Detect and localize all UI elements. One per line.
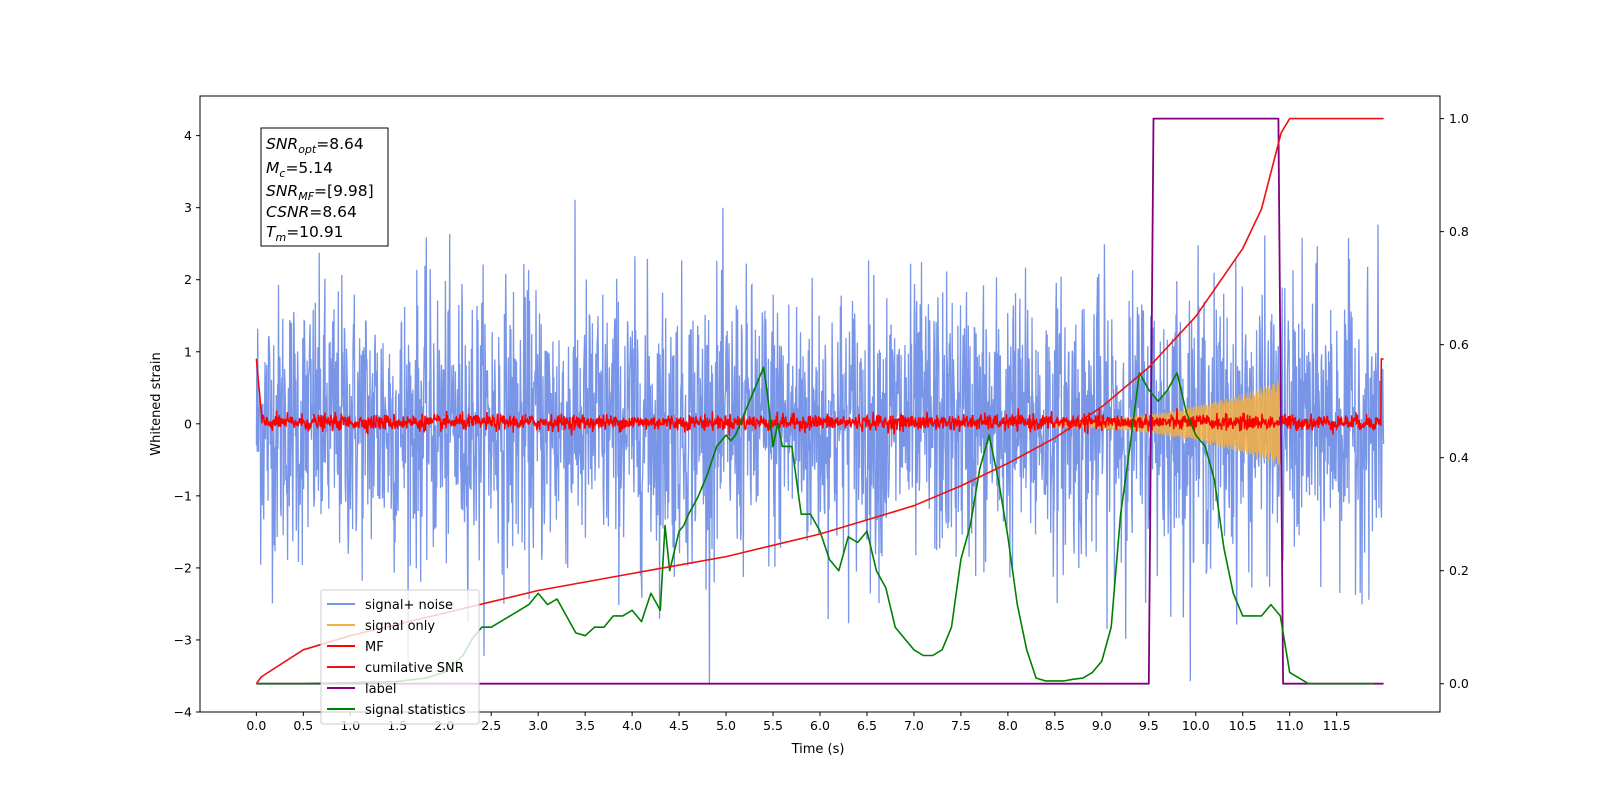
legend-box	[320, 589, 480, 725]
y-tick-label: 2	[184, 272, 192, 287]
legend: signal+ noise signal only MF cumilative …	[320, 589, 480, 725]
legend-label-signal: signal only	[365, 619, 435, 634]
x-tick-label: 8.5	[1045, 718, 1065, 733]
y-axis-label: Whitened strain	[149, 352, 164, 455]
y2-tick-label: 1.0	[1449, 111, 1469, 126]
x-tick-label: 11.5	[1323, 718, 1351, 733]
annotation-mc: Mc=5.14	[266, 159, 333, 180]
y-tick-label: −3	[174, 632, 192, 647]
annotation-csnr: CSNR=8.64	[266, 203, 357, 221]
y-tick-label: 1	[184, 344, 192, 359]
y2-tick-label: 0.4	[1449, 450, 1469, 465]
annotation-snr-mf: SNRMF=[9.98]	[266, 182, 374, 203]
x-tick-label: 0.5	[293, 718, 313, 733]
y-axis-right: 1.0 0.8 0.6 0.4 0.2 0.0	[1440, 111, 1469, 691]
x-tick-label: 11.0	[1276, 718, 1304, 733]
y2-tick-label: 0.6	[1449, 337, 1469, 352]
y2-tick-label: 0.2	[1449, 563, 1469, 578]
y-tick-label: −2	[174, 560, 192, 575]
x-tick-label: 10.0	[1182, 718, 1210, 733]
y-tick-label: 3	[184, 200, 192, 215]
series-label	[256, 117, 1384, 685]
x-tick-label: 3.0	[528, 718, 548, 733]
y-tick-label: 0	[184, 416, 192, 431]
series-mf	[255, 358, 1384, 436]
x-tick-label: 4.0	[622, 718, 642, 733]
y-axis-left: 4 3 2 1 0 −1 −2 −3 −4	[174, 128, 200, 720]
x-tick-label: 7.0	[904, 718, 924, 733]
x-tick-label: 8.0	[998, 718, 1018, 733]
legend-label-mf: MF	[365, 640, 384, 655]
series-signal-noise	[255, 199, 1385, 684]
x-tick-label: 10.5	[1229, 718, 1257, 733]
y-tick-label: −4	[174, 705, 192, 720]
x-tick-label: 0.0	[246, 718, 266, 733]
x-tick-label: 5.5	[763, 718, 783, 733]
x-axis-label: Time (s)	[791, 742, 845, 757]
x-tick-label: 5.0	[716, 718, 736, 733]
x-tick-label: 4.5	[669, 718, 689, 733]
x-tick-label: 2.5	[481, 718, 501, 733]
x-tick-label: 6.0	[810, 718, 830, 733]
annotation-box: SNRopt=8.64 Mc=5.14 SNRMF=[9.98] CSNR=8.…	[260, 127, 389, 247]
y-tick-label: −1	[174, 488, 192, 503]
legend-label-stats: signal statistics	[365, 703, 466, 718]
x-tick-label: 3.5	[575, 718, 595, 733]
legend-label-cumulative: cumilative SNR	[365, 661, 464, 676]
x-tick-label: 6.5	[857, 718, 877, 733]
y2-tick-label: 0.0	[1449, 676, 1469, 691]
series-signal-statistics	[256, 366, 1375, 685]
annotation-tm: Tm=10.91	[266, 223, 344, 244]
x-tick-label: 7.5	[951, 718, 971, 733]
annotation-snr-opt: SNRopt=8.64	[266, 135, 364, 156]
x-tick-label: 9.5	[1139, 718, 1159, 733]
x-tick-label: 9.0	[1092, 718, 1112, 733]
series-layer	[255, 117, 1385, 685]
legend-label-noise: signal+ noise	[365, 598, 453, 613]
y2-tick-label: 0.8	[1449, 224, 1469, 239]
y-tick-label: 4	[184, 128, 192, 143]
legend-label-label: label	[365, 682, 396, 697]
